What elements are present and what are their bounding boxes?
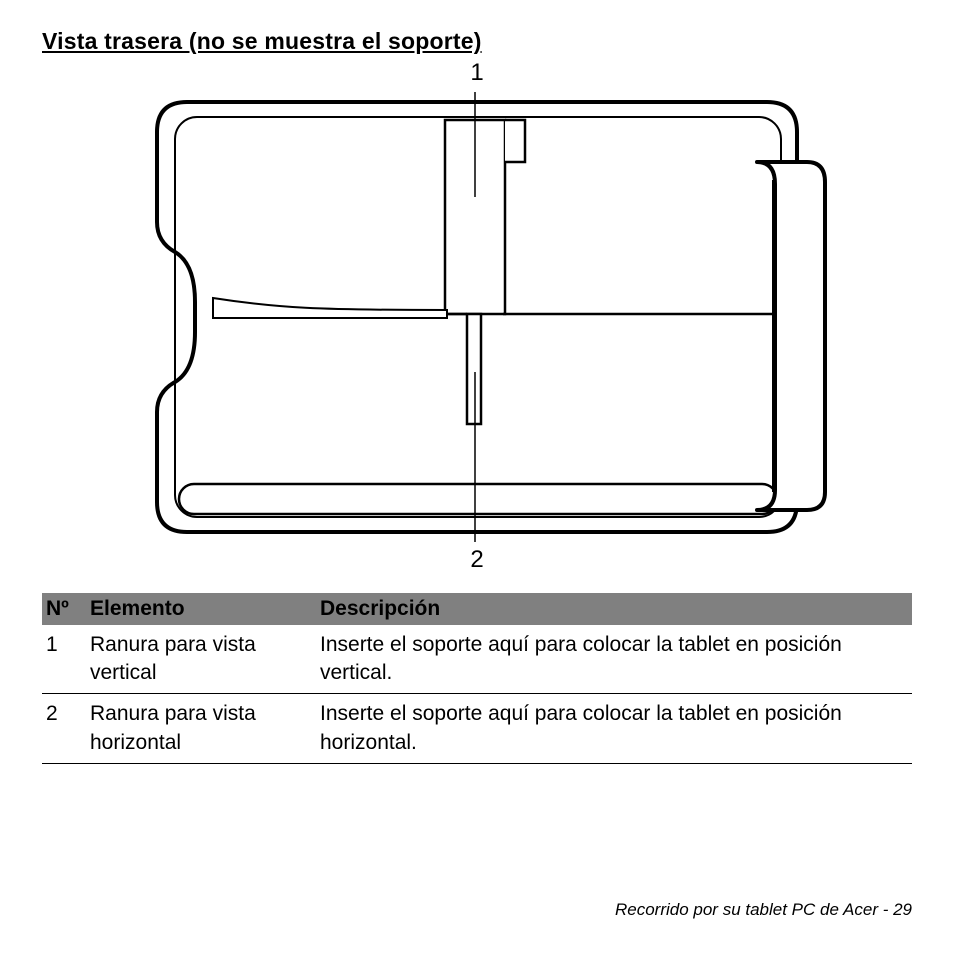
figure: 1 2 xyxy=(42,59,912,575)
table-row: 1 Ranura para vista vertical Inserte el … xyxy=(42,625,912,694)
cell-desc: Inserte el soporte aquí para colocar la … xyxy=(316,694,912,764)
th-elemento: Elemento xyxy=(86,593,316,625)
callout-2: 2 xyxy=(470,546,483,575)
cell-no: 2 xyxy=(42,694,86,764)
table-row: 2 Ranura para vista horizontal Inserte e… xyxy=(42,694,912,764)
section-title: Vista trasera (no se muestra el soporte) xyxy=(42,28,912,55)
cell-el: Ranura para vista horizontal xyxy=(86,694,316,764)
cell-el: Ranura para vista vertical xyxy=(86,625,316,694)
th-no: Nº xyxy=(42,593,86,625)
rear-view-diagram xyxy=(117,92,837,542)
cell-desc: Inserte el soporte aquí para colocar la … xyxy=(316,625,912,694)
page-footer: Recorrido por su tablet PC de Acer - 29 xyxy=(615,900,912,920)
parts-table: Nº Elemento Descripción 1 Ranura para vi… xyxy=(42,593,912,764)
th-descripcion: Descripción xyxy=(316,593,912,625)
callout-1: 1 xyxy=(470,59,483,88)
cell-no: 1 xyxy=(42,625,86,694)
